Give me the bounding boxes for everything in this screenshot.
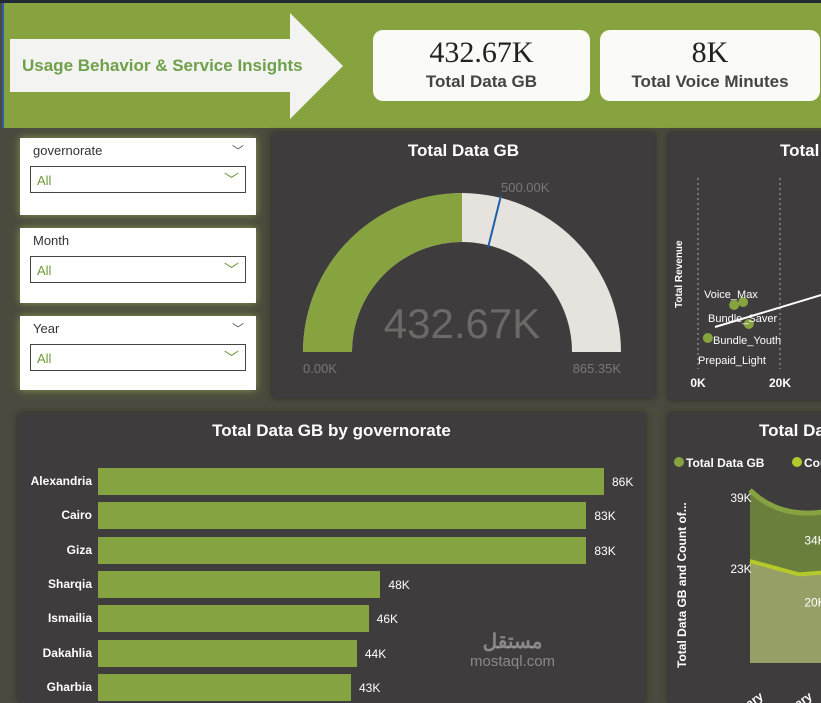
kpi-value: 8K (691, 36, 729, 69)
scatter-point[interactable] (729, 300, 740, 310)
month-dropdown[interactable]: All ﹀ (30, 256, 246, 283)
watermark-latin: mostaql.com (470, 653, 556, 670)
legend-marker (674, 457, 684, 467)
bar-category-label: Giza (66, 542, 92, 557)
x-tick: January (720, 689, 766, 703)
bar[interactable] (98, 639, 357, 667)
window-top-edge (0, 0, 821, 3)
bar-data-label: 83K (594, 509, 616, 524)
bar-chart-panel: Total Data GB by governorate Alexandria 8… (18, 413, 645, 703)
line-series-total-data (748, 488, 821, 516)
scatter-point-label: Prepaid_Light (698, 355, 766, 367)
slicer-year[interactable]: Year ﹀ All ﹀ (20, 316, 256, 390)
area-data-label: 34K (804, 533, 821, 547)
year-dropdown[interactable]: All ﹀ (30, 344, 246, 371)
chevron-down-icon[interactable]: ﹀ (231, 144, 244, 158)
chevron-down-icon[interactable]: ﹀ (231, 322, 244, 336)
gauge-chart: 432.67K 0.00K 865.35K 500.00K (303, 180, 622, 376)
bar[interactable] (98, 605, 369, 633)
gauge-max-label: 865.35K (573, 361, 622, 376)
bar-category-label: Cairo (61, 508, 92, 523)
x-tick: 20K (769, 376, 791, 390)
slicer-month[interactable]: Month All ﹀ (20, 228, 256, 303)
area-data-label: 23K (730, 562, 751, 576)
kpi-label: Total Data GB (425, 72, 538, 91)
gauge-min-label: 0.00K (303, 361, 337, 376)
governorate-dropdown[interactable]: All ﹀ (30, 166, 246, 193)
scatter-point-label: Voice_Max (704, 289, 758, 301)
kpi-card-total-data: 432.67K Total Data GB (373, 30, 590, 101)
bar-data-label: 43K (359, 680, 381, 695)
bar-data-label: 86K (612, 475, 634, 489)
x-tick: February (765, 689, 815, 703)
slicer-label: Year (33, 321, 60, 336)
bar[interactable] (98, 468, 604, 495)
area-chart-panel: Total Da Total Data GB Cour Total Data G… (668, 413, 821, 703)
gauge-fill (303, 193, 462, 352)
legend-item: Total Data GB (686, 456, 765, 470)
scatter-point-label: Bundle_Saver (708, 313, 777, 325)
bar-data-label: 44K (364, 646, 387, 661)
bar[interactable] (98, 570, 381, 598)
bar-category-label: Dakahlia (42, 645, 92, 660)
bar[interactable] (98, 673, 351, 701)
scatter-chart: Total Revenue 0K 20K Voice_Max Bundle_Sav… (674, 178, 821, 390)
x-tick: 0K (690, 376, 706, 390)
scatter-point[interactable] (702, 333, 713, 343)
bar-category-label: Alexandria (30, 474, 92, 488)
chevron-down-icon: ﹀ (223, 350, 239, 367)
area-series-count (750, 561, 821, 663)
bar-category-label: Gharbia (46, 679, 92, 694)
area-chart-title: Total Da (759, 421, 821, 440)
area-y-label: Total Data GB and Count of... (675, 502, 689, 668)
watermark-arabic: مستقل (482, 631, 543, 653)
scatter-point[interactable] (738, 297, 749, 307)
gauge-target-label: 500.00K (501, 180, 550, 195)
gauge-title: Total Data GB (407, 141, 520, 160)
area-data-label: 39K (730, 491, 751, 505)
chevron-down-icon: ﹀ (223, 172, 239, 189)
gauge-value: 432.67K (384, 300, 540, 347)
dropdown-value: All (37, 263, 52, 278)
kpi-card-total-voice: 8K Total Voice Minutes (600, 30, 820, 101)
bar-data-label: 46K (376, 612, 398, 627)
slicer-label: governorate (33, 143, 103, 158)
bar[interactable] (98, 502, 587, 530)
dropdown-value: All (37, 351, 52, 366)
kpi-label: Total Voice Minutes (631, 72, 789, 91)
chevron-down-icon: ﹀ (223, 262, 239, 279)
dashboard-title: Usage Behavior & Service Insights (22, 56, 303, 75)
area-chart: Total Data GB Cour Total Data GB and Cou… (674, 456, 821, 703)
scatter-point-label: Bundle_Youth (713, 335, 781, 347)
slicer-governorate[interactable]: governorate ﹀ All ﹀ (20, 138, 256, 215)
title-arrow-shape (10, 13, 343, 119)
legend-item: Cour (804, 456, 821, 470)
bar-data-label: 83K (594, 543, 616, 558)
bar-data-label: 48K (388, 577, 410, 592)
gauge-target-marker (487, 195, 502, 248)
bar-category-label: Sharqia (47, 576, 92, 591)
mostaql-watermark: مستقل mostaql.com (470, 632, 555, 672)
scatter-title: Total (780, 141, 820, 160)
legend-marker (792, 457, 802, 467)
line-series-count (749, 559, 821, 577)
scatter-point[interactable] (743, 319, 754, 329)
bar-chart-title: Total Data GB by governorate (212, 421, 451, 440)
bar-category-label: Ismailia (47, 611, 92, 626)
slicer-label: Month (33, 233, 70, 248)
dropdown-value: All (37, 173, 52, 188)
scatter-y-label: Total Revenue (674, 240, 685, 308)
bar[interactable] (98, 536, 587, 564)
trend-line (714, 294, 821, 328)
scatter-panel: Total Total Revenue 0K 20K Voice_Max Bund… (668, 133, 821, 400)
kpi-value: 432.67K (429, 36, 534, 69)
area-data-label: 20K (804, 595, 821, 609)
gauge-panel: Total Data GB 432.67K 0.00K 865.35K 500.… (272, 133, 655, 398)
